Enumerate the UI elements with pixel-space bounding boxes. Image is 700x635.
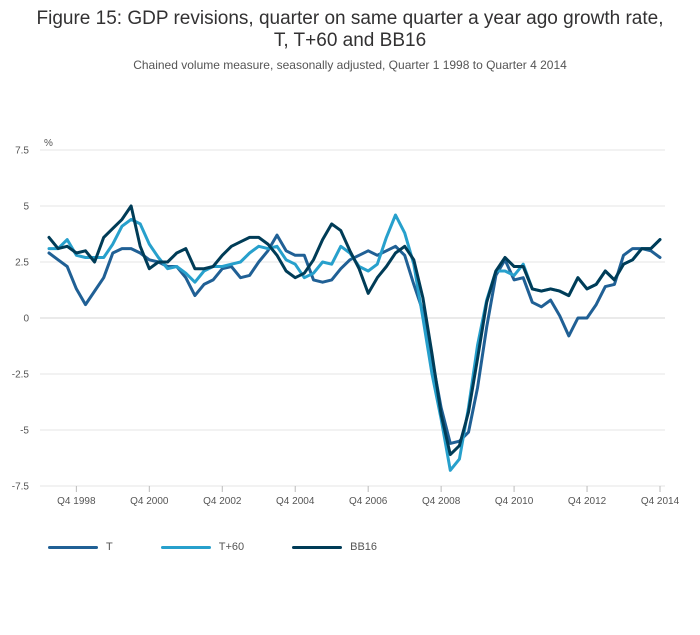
y-tick-label: 0 <box>23 314 29 325</box>
x-tick-label: Q4 2010 <box>495 496 534 507</box>
y-tick-label: 2.5 <box>15 258 29 269</box>
x-axis-ticks: Q4 1998 Q4 2000 Q4 2002 Q4 2004 Q4 2006 Q4 20… <box>57 486 680 507</box>
y-tick-label: -2.5 <box>12 370 30 381</box>
y-tick-label: -5 <box>20 426 29 437</box>
legend: T T+60 BB16 <box>48 541 425 553</box>
x-tick-label: Q4 2006 <box>349 496 388 507</box>
series-line-bb16 <box>47 204 662 457</box>
x-tick-label: Q4 2014 <box>641 496 680 507</box>
x-tick-label: Q4 2000 <box>130 496 169 507</box>
y-axis-ticks: 7.5 5 2.5 0 -2.5 -5 -7.5 <box>12 146 30 493</box>
y-tick-label: 5 <box>23 202 29 213</box>
y-tick-label: 7.5 <box>15 146 29 157</box>
legend-item[interactable]: T <box>48 541 113 553</box>
series-line-t <box>47 233 662 445</box>
y-axis-label: % <box>44 138 53 149</box>
series-lines <box>47 204 662 472</box>
legend-label: BB16 <box>350 541 378 553</box>
legend-item[interactable]: BB16 <box>292 541 377 553</box>
legend-item[interactable]: T+60 <box>160 541 245 553</box>
x-tick-label: Q4 2008 <box>422 496 461 507</box>
legend-swatch <box>48 545 98 549</box>
legend-label: T <box>106 541 113 553</box>
x-tick-label: Q4 2012 <box>568 496 607 507</box>
chart-title-line-1: Figure 15: GDP revisions, quarter on sam… <box>36 8 664 29</box>
chart-title-line-2: T, T+60 and BB16 <box>273 30 427 51</box>
chart-title: Figure 15: GDP revisions, quarter on sam… <box>0 8 700 52</box>
x-tick-label: Q4 2002 <box>203 496 242 507</box>
legend-swatch <box>292 545 343 549</box>
x-tick-label: Q4 1998 <box>57 496 96 507</box>
x-tick-label: Q4 2004 <box>276 496 315 507</box>
y-tick-label: -7.5 <box>12 482 30 493</box>
gridlines <box>40 149 665 487</box>
legend-swatch <box>160 545 211 549</box>
chart-subtitle: Chained volume measure, seasonally adjus… <box>133 58 567 72</box>
legend-label: T+60 <box>218 541 245 553</box>
